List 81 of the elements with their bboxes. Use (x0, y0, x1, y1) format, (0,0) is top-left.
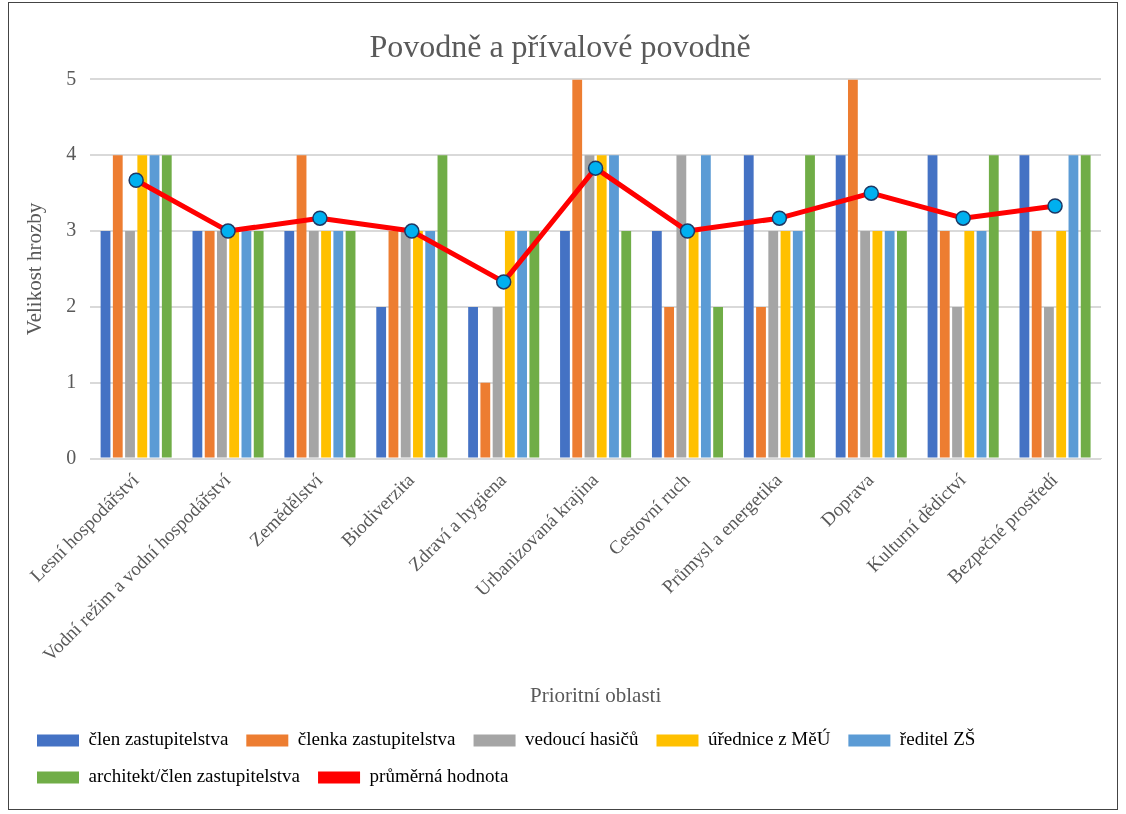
bar (1044, 306, 1054, 458)
chart-title: Povodně a přívalové povodně (369, 27, 751, 64)
x-axis-title: Prioritní oblasti (529, 682, 662, 707)
bar (688, 231, 699, 458)
bar (504, 231, 515, 458)
bar (112, 155, 123, 458)
bar (988, 155, 999, 458)
bar (137, 155, 148, 458)
bar (768, 231, 779, 458)
bar (296, 155, 307, 458)
bar (621, 231, 632, 458)
bar (884, 231, 895, 458)
bar (284, 231, 295, 458)
legend-label: úřednice z MěÚ (707, 728, 831, 750)
bar (217, 231, 227, 458)
bar (897, 231, 907, 458)
legend-label: architekt/člen zastupitelstva (88, 765, 301, 787)
bar (664, 306, 675, 458)
bar (468, 306, 478, 458)
bar (596, 155, 607, 458)
bar (780, 231, 791, 458)
bar (1080, 155, 1091, 458)
bar (700, 155, 711, 458)
bar (927, 155, 938, 458)
bar (241, 231, 252, 458)
bar (792, 231, 803, 458)
bar (413, 231, 423, 458)
y-tick-label: 1 (66, 369, 77, 392)
bar (529, 231, 540, 458)
legend-label: průměrná hodnota (369, 765, 509, 787)
bar (125, 231, 135, 458)
legend-label: členka zastupitelstva (297, 728, 457, 750)
bar (1068, 155, 1079, 458)
bar (100, 231, 111, 458)
bar (964, 231, 975, 458)
bar (872, 231, 883, 458)
bar (1031, 231, 1042, 458)
bar (253, 231, 264, 458)
bar (345, 231, 356, 458)
bar (437, 155, 448, 458)
bar (204, 231, 215, 458)
bar (713, 306, 724, 458)
bar (847, 79, 858, 458)
bar (609, 155, 619, 458)
bar (835, 155, 846, 458)
bar (952, 306, 962, 458)
bar (333, 231, 344, 458)
bar (560, 231, 570, 458)
bar (480, 382, 491, 458)
legend-label: člen zastupitelstva (88, 728, 229, 750)
y-tick-label: 2 (66, 294, 77, 317)
bar (939, 231, 950, 458)
bar (229, 231, 240, 458)
y-tick-label: 4 (66, 142, 77, 165)
bar (651, 231, 662, 458)
bar (425, 231, 436, 458)
bar (388, 231, 399, 458)
bar (376, 306, 387, 458)
bar (400, 231, 411, 458)
bar (192, 231, 203, 458)
bar (517, 231, 527, 458)
bar (1056, 231, 1067, 458)
bar (976, 231, 987, 458)
bar (743, 155, 754, 458)
y-axis-title: Velikost hrozby (22, 202, 47, 336)
bar (572, 79, 583, 458)
bar (492, 306, 503, 458)
bar (308, 231, 319, 458)
bar (860, 231, 871, 458)
bar (676, 155, 687, 458)
bar (149, 155, 160, 458)
bar (1019, 155, 1030, 458)
legend-label: ředitel ZŠ (899, 728, 976, 750)
y-tick-label: 3 (66, 218, 77, 241)
legend-label: vedoucí hasičů (525, 728, 639, 750)
bar (321, 231, 331, 458)
y-tick-label: 5 (66, 66, 77, 89)
bar (161, 155, 172, 458)
bar (805, 155, 815, 458)
y-tick-label: 0 (66, 445, 77, 468)
bar (756, 306, 766, 458)
